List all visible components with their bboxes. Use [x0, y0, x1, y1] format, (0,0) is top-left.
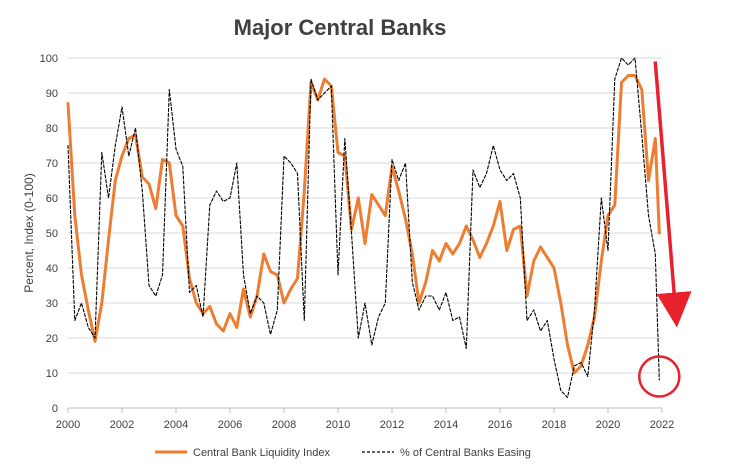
y-tick-label-100: 100: [40, 53, 58, 65]
y-tick-label-40: 40: [46, 263, 58, 275]
series-lines: [66, 57, 661, 399]
y-tick-label-80: 80: [46, 123, 58, 135]
y-tick-label-50: 50: [46, 228, 58, 240]
annotation-red-circle: [638, 355, 681, 398]
legend: Central Bank Liquidity Index % of Centra…: [155, 447, 531, 459]
chart-title: Major Central Banks: [234, 15, 447, 40]
grid: [68, 57, 662, 374]
y-tick-label-90: 90: [46, 88, 58, 100]
y-tick-label-0: 0: [52, 403, 58, 415]
x-tick-label-2002: 2002: [110, 419, 134, 431]
x-tick-label-2022: 2022: [650, 419, 674, 431]
x-tick-label-2014: 2014: [434, 419, 458, 431]
axes: 0 10 20 30 40 50 60 70 80 90 100 2000 2002 2004 2006 20…: [40, 53, 675, 431]
annotation-red-arrow: [653, 61, 692, 328]
legend-label-easing: % of Central Banks Easing: [400, 447, 531, 459]
x-tick-label-2006: 2006: [218, 419, 242, 431]
series-line-liquidity-index: [66, 74, 661, 375]
x-tick-label-2000: 2000: [56, 419, 80, 431]
x-tick-label-2016: 2016: [488, 419, 512, 431]
y-tick-label-30: 30: [46, 298, 58, 310]
y-tick-label-60: 60: [46, 193, 58, 205]
y-tick-label-10: 10: [46, 368, 58, 380]
y-tick-label-70: 70: [46, 158, 58, 170]
x-tick-label-2012: 2012: [380, 419, 404, 431]
x-tick-label-2004: 2004: [164, 419, 188, 431]
x-tick-label-2020: 2020: [596, 419, 620, 431]
x-tick-label-2018: 2018: [542, 419, 566, 431]
y-tick-label-20: 20: [46, 333, 58, 345]
series-line-banks-easing: [67, 57, 660, 399]
y-axis-label: Percent, Index (0-100): [22, 173, 36, 292]
x-tick-label-2010: 2010: [326, 419, 350, 431]
annotations: [638, 61, 692, 398]
x-tick-label-2008: 2008: [272, 419, 296, 431]
legend-label-liquidity: Central Bank Liquidity Index: [193, 447, 330, 459]
